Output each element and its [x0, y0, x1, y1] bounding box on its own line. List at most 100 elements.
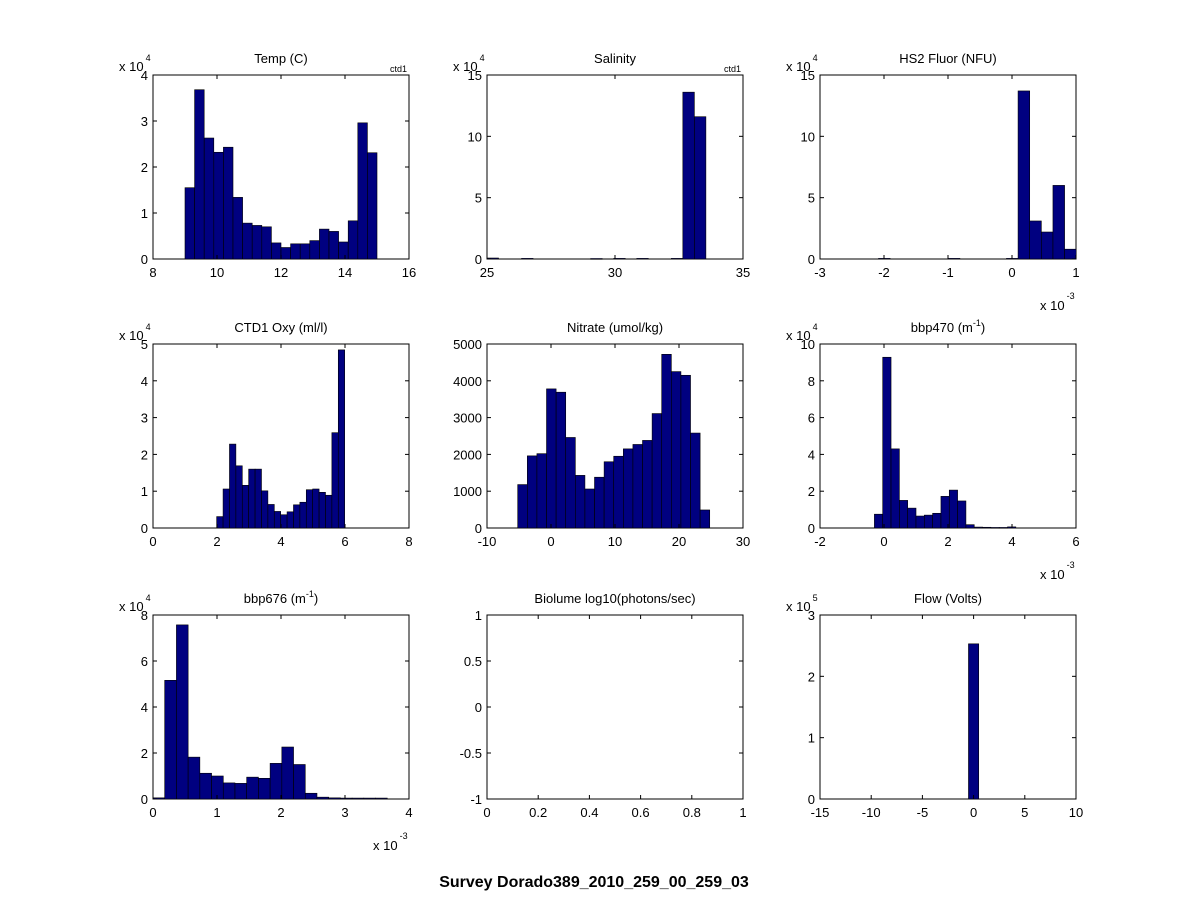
histogram-bar — [613, 258, 626, 260]
histogram-bar — [680, 374, 691, 529]
y-tick-label: 4 — [141, 700, 148, 715]
histogram-bar — [222, 782, 236, 800]
x-multiplier-exp: -3 — [400, 831, 408, 841]
x-tick-label: 1 — [213, 805, 220, 820]
x-tick-label: 20 — [672, 534, 686, 549]
histogram-bar — [351, 797, 365, 800]
histogram-bar — [281, 746, 294, 800]
x-tick-label: 4 — [405, 805, 412, 820]
y-tick-label: 0 — [475, 252, 482, 267]
histogram-bar — [527, 455, 538, 529]
panel-title: Biolume log10(photons/sec) — [534, 591, 695, 606]
y-tick-label: 2000 — [453, 447, 482, 462]
histogram-bar — [651, 413, 663, 529]
panel-title: bbp470 (m-1) — [911, 318, 986, 335]
y-tick-label: -0.5 — [460, 746, 482, 761]
y-tick-label: 10 — [801, 337, 815, 352]
x-tick-label: 30 — [736, 534, 750, 549]
histogram-bar — [337, 349, 345, 529]
histogram-bar — [286, 511, 294, 529]
histogram-bar — [623, 448, 634, 529]
y-tick-label: 5 — [475, 191, 482, 206]
x-tick-label: 4 — [277, 534, 284, 549]
histogram-bar — [280, 514, 288, 529]
y-tick-label: 0.5 — [464, 654, 482, 669]
panel-title: HS2 Fluor (NFU) — [899, 51, 997, 66]
histogram-bar — [940, 496, 950, 529]
histogram-bar — [357, 122, 368, 260]
histogram-bar — [273, 511, 281, 529]
y-multiplier-exp: 4 — [813, 322, 818, 332]
histogram-panel-7: 0 1 2 3 4 0 2 4 6 8 bbp676 (m-1) x 104 x 10-3 — [119, 589, 413, 853]
x-tick-label: 30 — [608, 265, 622, 280]
x-tick-label: 12 — [274, 265, 288, 280]
histogram-bar — [690, 432, 701, 529]
x-tick-label: 1 — [1072, 265, 1079, 280]
histogram-bar — [932, 512, 942, 529]
histogram-bar — [594, 476, 605, 529]
histogram-bar — [632, 444, 643, 529]
x-tick-label: 10 — [210, 265, 224, 280]
axes-box — [152, 343, 410, 529]
panel-title: CTD1 Oxy (ml/l) — [234, 320, 327, 335]
y-tick-label: 0 — [808, 252, 815, 267]
x-tick-label: 0 — [547, 534, 554, 549]
x-tick-label: -5 — [917, 805, 929, 820]
y-tick-label: 10 — [801, 129, 815, 144]
x-tick-label: 8 — [405, 534, 412, 549]
histogram-bar — [316, 796, 329, 800]
histogram-bar — [590, 258, 603, 260]
histogram-bar — [293, 504, 301, 529]
y-tick-label: 2 — [808, 669, 815, 684]
x-tick-label: 0 — [483, 805, 490, 820]
y-tick-label: 3 — [141, 114, 148, 129]
histogram-bar — [965, 524, 975, 529]
y-tick-label: 0 — [475, 700, 482, 715]
histogram-panel-8: 0 0.2 0.4 0.6 0.8 1 -1 -0.5 0 0.5 1 Biolume log10(p… — [460, 591, 747, 820]
y-tick-label: 6 — [808, 411, 815, 426]
histogram-bar — [216, 516, 224, 529]
x-multiplier-exp: -3 — [1067, 291, 1075, 301]
y-tick-label: 15 — [801, 68, 815, 83]
histogram-bar — [968, 643, 980, 800]
histogram-bar — [331, 432, 339, 529]
y-multiplier-exp: 4 — [146, 53, 151, 63]
panel-title-sup: -1 — [973, 318, 981, 328]
histogram-bar — [536, 453, 547, 529]
figure-title: Survey Dorado389_2010_259_00_259_03 — [439, 874, 749, 891]
histogram-bar — [1029, 220, 1042, 260]
y-multiplier-exp: 4 — [146, 322, 151, 332]
histogram-bar — [223, 146, 234, 260]
histogram-bar — [899, 500, 908, 529]
y-tick-label: 4 — [141, 68, 148, 83]
histogram-bar — [232, 197, 243, 260]
histogram-bar — [299, 501, 307, 529]
x-tick-label: -1 — [942, 265, 954, 280]
histogram-bar — [229, 443, 237, 529]
histogram-bar — [613, 455, 624, 529]
x-tick-label: 3 — [341, 805, 348, 820]
histogram-bar — [990, 527, 1000, 529]
histogram-bar — [982, 526, 992, 529]
y-tick-label: 2 — [141, 746, 148, 761]
y-tick-label: 0 — [808, 521, 815, 536]
y-multiplier: x 104 — [453, 53, 485, 74]
x-tick-label: 0.4 — [580, 805, 598, 820]
histogram-bar — [328, 797, 341, 800]
panel-title: bbp676 (m-1) — [244, 589, 319, 606]
histogram-bar — [948, 489, 958, 529]
y-tick-label: 1 — [141, 484, 148, 499]
histogram-bar — [254, 468, 262, 529]
x-tick-label: 0 — [1008, 265, 1015, 280]
histogram-bar — [328, 231, 339, 260]
histogram-bar — [246, 776, 259, 800]
histogram-bar — [203, 137, 215, 260]
histogram-panel-4: 0 2 4 6 8 0 1 2 3 4 5 CTD1 Oxy (ml/l) x 104 — [119, 320, 413, 549]
histogram-bar — [363, 797, 376, 800]
histogram-bar — [1052, 185, 1065, 260]
x-tick-label: -15 — [811, 805, 830, 820]
y-tick-label: 4000 — [453, 374, 482, 389]
y-tick-label: 2 — [141, 160, 148, 175]
